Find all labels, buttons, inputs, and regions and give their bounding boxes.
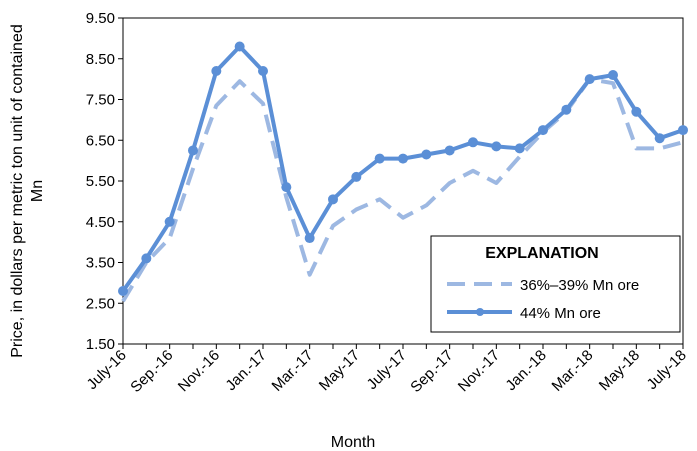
x-tick-label: July-18 (644, 347, 690, 393)
y-tick-label: 9.50 (86, 10, 115, 27)
x-tick-label: Sep.-17 (407, 347, 456, 396)
y-tick-label: 2.50 (86, 295, 115, 312)
x-tick-label: May-17 (316, 347, 363, 394)
y-tick-label: 4.50 (86, 214, 115, 231)
data-point (538, 125, 548, 136)
data-point (188, 145, 198, 156)
x-tick-label: Jan.-17 (222, 347, 269, 394)
y-tick-label: 5.50 (86, 173, 115, 190)
data-point (654, 133, 665, 144)
data-point (561, 104, 572, 115)
x-tick-label: Mar.-17 (269, 347, 317, 395)
data-point (514, 143, 525, 154)
x-tick-label: May-18 (596, 347, 643, 394)
data-point (281, 182, 292, 193)
data-point (678, 125, 688, 136)
data-point (468, 137, 478, 148)
x-tick-label: July-16 (84, 347, 130, 393)
legend-title: EXPLANATION (485, 245, 598, 262)
data-point (398, 153, 408, 164)
data-point (608, 70, 618, 81)
legend-label-44: 44% Mn ore (520, 305, 601, 322)
data-point (351, 171, 362, 182)
data-point (258, 65, 268, 76)
data-point (584, 74, 595, 85)
legend-box (430, 235, 681, 333)
plot-area-frame (122, 17, 684, 345)
x-tick-label: Jan.-18 (502, 347, 549, 394)
x-tick-label: Mar.-18 (549, 347, 597, 395)
legend-marker (476, 308, 484, 316)
data-point (211, 65, 222, 76)
data-point (491, 141, 502, 152)
x-tick-label: Sep.-16 (127, 347, 176, 396)
data-point (444, 145, 455, 156)
y-axis-title: Price, in dollars per metric ton unit of… (9, 24, 46, 358)
data-point (631, 106, 642, 117)
y-tick-label: 1.50 (86, 336, 115, 353)
data-point (234, 41, 245, 52)
x-axis-title: Month (331, 434, 375, 451)
data-point (118, 286, 128, 297)
legend-label-36-39: 36%–39% Mn ore (520, 277, 639, 294)
x-tick-label: Nov.-17 (455, 347, 503, 395)
y-tick-label: 3.50 (86, 255, 115, 272)
data-point (421, 149, 432, 160)
data-point (164, 216, 175, 227)
y-tick-label: 8.50 (86, 51, 115, 68)
legend: EXPLANATION 36%–39% Mn ore 44% Mn ore (430, 235, 681, 333)
y-tick-label: 7.50 (86, 92, 115, 109)
x-tick-label: Nov.-16 (175, 347, 223, 395)
data-point (374, 153, 385, 164)
y-tick-label: 6.50 (86, 132, 115, 149)
data-point (304, 233, 315, 244)
data-point (141, 253, 152, 264)
x-tick-label: July-17 (364, 347, 410, 393)
data-point (328, 194, 338, 205)
